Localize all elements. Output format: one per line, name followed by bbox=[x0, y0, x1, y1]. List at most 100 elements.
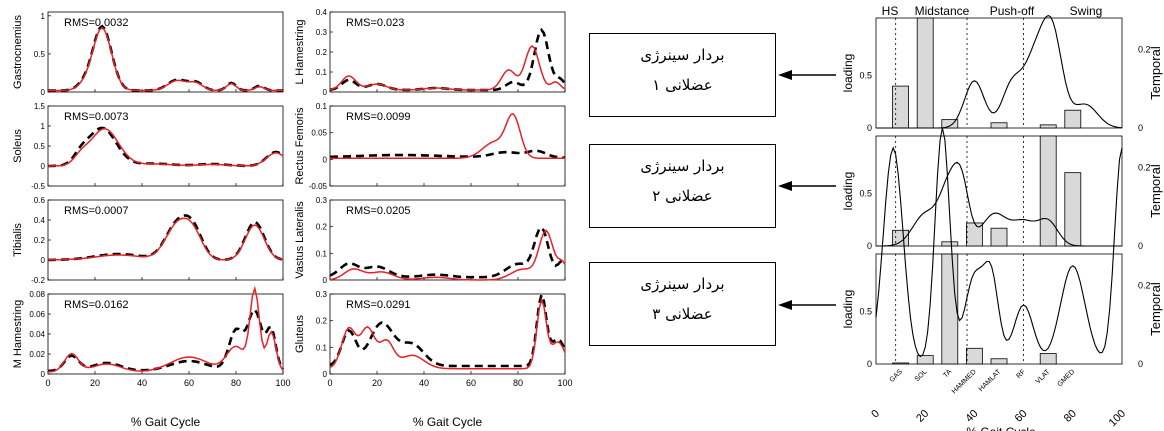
right-xtick-label-2: 40 bbox=[963, 408, 980, 425]
arrow-1-head bbox=[778, 70, 792, 80]
muscle-label-HAMLAT: HAMLAT bbox=[978, 368, 1003, 393]
chart-4-frame bbox=[329, 105, 566, 187]
muscle-label-GAS: GAS bbox=[889, 368, 905, 384]
synergy-box-3: بردار سینرژی عضلانی ۳ bbox=[589, 262, 776, 346]
panel-2-temporal-line bbox=[876, 161, 1122, 247]
panel-1-left-ytick-0: 0 bbox=[867, 123, 872, 133]
chart-8-reconstructed-line bbox=[329, 297, 566, 370]
chart-3-ytick-label-2: 0.5 bbox=[34, 142, 46, 151]
panel-2-bar-VLAT bbox=[1039, 135, 1057, 247]
panel-1-bar-SOL bbox=[916, 17, 934, 129]
chart-2-ylabel: L Hamestring bbox=[294, 19, 306, 84]
panel-1-bar-VLAT bbox=[1039, 124, 1057, 129]
x-axis-label-1: % Gait Cycle bbox=[131, 415, 201, 429]
right-xtick-label-3: 60 bbox=[1013, 408, 1030, 425]
chart-1-ylabel: Gastrocnemius bbox=[12, 15, 24, 89]
muscle-label-VLAT: VLAT bbox=[1035, 368, 1052, 385]
panel-2-loading-label: loading bbox=[841, 172, 855, 211]
chart-7-measured-line bbox=[47, 307, 285, 373]
right-xtick-label-1: 20 bbox=[914, 408, 931, 425]
panel-1-left-ytick-1: 0.5 bbox=[859, 71, 872, 81]
box-1-line-1: بردار سینرژی bbox=[640, 46, 725, 64]
right-xtick-label-4: 80 bbox=[1062, 408, 1079, 425]
right-x-axis-label: % Gait Cycle bbox=[966, 425, 1036, 431]
chart-8-xtick-label-5: 100 bbox=[557, 378, 572, 388]
chart-7-reconstructed-line bbox=[47, 285, 284, 373]
chart-6-ytick-label-3: 0.3 bbox=[316, 196, 328, 205]
chart-8-xtick-label-0: 0 bbox=[327, 378, 332, 388]
chart-2-rms: RMS=0.023 bbox=[346, 17, 404, 29]
panel-3-right-ytick-1: 0.2 bbox=[1138, 280, 1151, 290]
phase-label-3: Push-off bbox=[990, 4, 1035, 18]
panel-1-bar-TA bbox=[941, 119, 959, 129]
chart-1-frame bbox=[47, 11, 284, 93]
arrow-3-head bbox=[778, 300, 792, 310]
chart-5-ytick-label-3: 0.4 bbox=[34, 216, 46, 225]
chart-7-ytick-label-0: 0 bbox=[41, 370, 46, 379]
chart-5-ytick-label-2: 0.2 bbox=[34, 236, 46, 245]
panel-3-bar-HAMMED bbox=[966, 347, 983, 365]
chart-2-ytick-label-2: 0.2 bbox=[316, 48, 328, 57]
x-axis-label-2: % Gait Cycle bbox=[413, 415, 483, 429]
chart-7-xtick-label-0: 0 bbox=[45, 378, 50, 388]
chart-7-ytick-label-1: 0.02 bbox=[29, 350, 45, 359]
chart-7-xtick-label-3: 60 bbox=[184, 378, 194, 388]
panel-2-left-ytick-0: 0 bbox=[867, 241, 872, 251]
panel-1-right-ytick-1: 0.2 bbox=[1138, 44, 1151, 54]
box-2-line-1: بردار سینرژی bbox=[640, 157, 725, 175]
panel-3-bar-TA bbox=[941, 253, 959, 365]
chart-2-ytick-label-4: 0.4 bbox=[316, 8, 328, 17]
panel-1-right-ytick-0: 0 bbox=[1138, 123, 1143, 133]
chart-7-xtick-label-4: 80 bbox=[231, 378, 241, 388]
chart-1-reconstructed-line bbox=[48, 26, 283, 92]
chart-2-ytick-label-0: 0 bbox=[323, 88, 328, 97]
chart-7-xtick-label-5: 100 bbox=[275, 378, 290, 388]
chart-5-ytick-label-0: -0.2 bbox=[31, 276, 45, 285]
muscle-label-HAMMED: HAMMED bbox=[951, 368, 978, 395]
muscle-label-TA: TA bbox=[942, 368, 953, 379]
chart-4-ytick-label-0: -0.05 bbox=[309, 182, 328, 191]
chart-5-rms: RMS=0.0007 bbox=[64, 205, 129, 217]
box-3-line-2: عضلانی ۳ bbox=[652, 305, 713, 323]
chart-2-reconstructed-line bbox=[329, 44, 566, 91]
chart-6-measured-line bbox=[329, 225, 566, 279]
chart-8-xtick-label-2: 40 bbox=[419, 378, 429, 388]
phase-label-2: Midstance bbox=[915, 4, 970, 18]
chart-4-measured-line bbox=[329, 149, 566, 159]
muscle-label-GMED: GMED bbox=[1056, 368, 1076, 388]
chart-8-rms: RMS=0.0291 bbox=[346, 299, 411, 311]
panel-2-bar-HAMLAT bbox=[990, 227, 1008, 247]
chart-6-ylabel: Vastus Lateralis bbox=[294, 201, 306, 279]
chart-5-ytick-label-1: 0 bbox=[41, 256, 46, 265]
panel-3-bar-VLAT bbox=[1039, 353, 1057, 365]
chart-2-frame bbox=[329, 11, 566, 93]
chart-8-ytick-label-1: 0.1 bbox=[316, 343, 328, 352]
chart-7-ytick-label-2: 0.04 bbox=[29, 330, 45, 339]
chart-7-xtick-label-1: 20 bbox=[90, 378, 100, 388]
synergy-box-1: بردار سینرژی عضلانی ۱ bbox=[589, 33, 776, 117]
chart-5-ytick-label-4: 0.6 bbox=[34, 196, 46, 205]
panel-1-temporal-label: Temporal bbox=[1148, 46, 1163, 100]
phase-label-4: Swing bbox=[1070, 4, 1103, 18]
panel-3-temporal-label: Temporal bbox=[1148, 282, 1163, 336]
panel-3-bar-HAMLAT bbox=[990, 358, 1008, 365]
panel-2-bar-GAS bbox=[892, 229, 909, 247]
chart-8-ytick-label-3: 0.3 bbox=[316, 290, 328, 299]
chart-3-ytick-label-0: -0.5 bbox=[31, 182, 45, 191]
chart-7-ytick-label-3: 0.06 bbox=[29, 310, 45, 319]
chart-1-ytick-label-1: 0.5 bbox=[34, 50, 46, 59]
chart-8-frame bbox=[329, 293, 566, 375]
chart-3-ytick-label-3: 1 bbox=[41, 122, 46, 131]
box-2-line-2: عضلانی ۲ bbox=[652, 187, 713, 205]
chart-7-xtick-label-2: 40 bbox=[137, 378, 147, 388]
muscle-label-RF: RF bbox=[1015, 368, 1027, 380]
right-xtick-label-0: 0 bbox=[869, 408, 882, 421]
chart-1-ytick-label-0: 0 bbox=[41, 88, 46, 97]
panel-3-left-ytick-1: 0.5 bbox=[859, 307, 872, 317]
chart-6-ytick-label-2: 0.2 bbox=[316, 223, 328, 232]
chart-4-ylabel: Rectus Femoris bbox=[294, 107, 306, 185]
chart-7-rms: RMS=0.0162 bbox=[64, 299, 129, 311]
right-xtick-label-5: 100 bbox=[1107, 408, 1128, 429]
panel-3-bar-SOL bbox=[916, 355, 934, 365]
panel-1-loading-label: loading bbox=[841, 54, 855, 93]
